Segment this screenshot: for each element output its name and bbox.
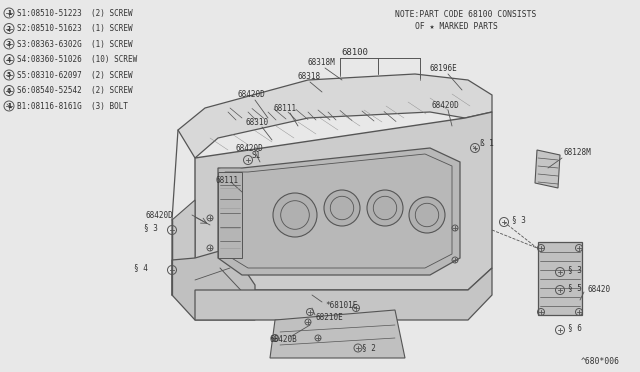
Text: 68310: 68310 <box>246 118 269 126</box>
Text: 68420D: 68420D <box>145 211 173 219</box>
Text: NOTE:PART CODE 68100 CONSISTS: NOTE:PART CODE 68100 CONSISTS <box>395 10 536 19</box>
Text: 68420: 68420 <box>587 285 610 295</box>
Text: 68196E: 68196E <box>430 64 458 73</box>
Text: S2:08510-51623  (1) SCREW: S2:08510-51623 (1) SCREW <box>17 24 132 33</box>
Polygon shape <box>172 248 255 320</box>
Text: 68111: 68111 <box>215 176 238 185</box>
Text: 68100: 68100 <box>342 48 369 57</box>
Text: 4: 4 <box>7 57 11 62</box>
Circle shape <box>273 193 317 237</box>
Text: 68420D: 68420D <box>235 144 263 153</box>
Text: S6:08540-52542  (2) SCREW: S6:08540-52542 (2) SCREW <box>17 86 132 95</box>
Text: S1:08510-51223  (2) SCREW: S1:08510-51223 (2) SCREW <box>17 9 132 17</box>
Text: *68101E: *68101E <box>325 301 357 310</box>
Text: S5:08310-62097  (2) SCREW: S5:08310-62097 (2) SCREW <box>17 71 132 80</box>
Text: 5: 5 <box>7 72 11 78</box>
Polygon shape <box>195 268 492 320</box>
Text: S1: S1 <box>252 151 261 160</box>
Polygon shape <box>270 310 405 358</box>
Text: § 5: § 5 <box>568 283 582 292</box>
Text: 68210E: 68210E <box>315 314 343 323</box>
Text: 68128M: 68128M <box>563 148 591 157</box>
Text: 68420D: 68420D <box>238 90 266 99</box>
Polygon shape <box>218 148 460 275</box>
Circle shape <box>324 190 360 226</box>
Text: ^680*006: ^680*006 <box>581 357 620 366</box>
Text: 3: 3 <box>7 41 11 47</box>
Text: § 3: § 3 <box>144 224 158 232</box>
Circle shape <box>409 197 445 233</box>
Polygon shape <box>538 242 582 315</box>
Text: 1: 1 <box>7 103 11 109</box>
Text: 68111: 68111 <box>274 103 297 112</box>
Polygon shape <box>172 200 195 295</box>
Text: § 2: § 2 <box>362 343 376 353</box>
Circle shape <box>367 190 403 226</box>
Text: OF ★ MARKED PARTS: OF ★ MARKED PARTS <box>415 22 498 31</box>
Text: § 3: § 3 <box>568 266 582 275</box>
Text: 68420D: 68420D <box>432 100 460 109</box>
Text: § 3: § 3 <box>512 215 526 224</box>
Polygon shape <box>535 150 560 188</box>
Text: 68420B: 68420B <box>270 336 298 344</box>
Text: ß 1: ß 1 <box>480 138 494 148</box>
Text: 68318M: 68318M <box>308 58 336 67</box>
Polygon shape <box>195 112 492 290</box>
Text: S3:08363-6302G  (1) SCREW: S3:08363-6302G (1) SCREW <box>17 39 132 48</box>
Text: 2: 2 <box>7 26 11 32</box>
Text: 6: 6 <box>7 87 11 93</box>
Text: § 4: § 4 <box>134 263 148 273</box>
Polygon shape <box>178 74 492 158</box>
Text: 1: 1 <box>7 10 11 16</box>
Text: B1:08116-8161G  (3) BOLT: B1:08116-8161G (3) BOLT <box>17 102 128 110</box>
Polygon shape <box>218 172 242 258</box>
Text: § 6: § 6 <box>568 324 582 333</box>
Text: 68318: 68318 <box>298 71 321 80</box>
Text: S4:08360-51026  (10) SCREW: S4:08360-51026 (10) SCREW <box>17 55 137 64</box>
